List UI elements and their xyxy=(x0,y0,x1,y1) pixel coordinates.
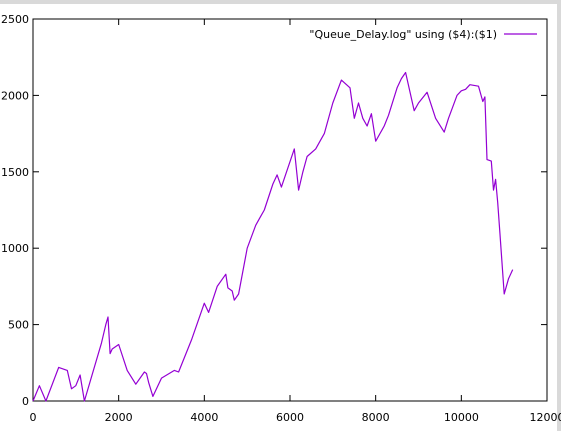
y-tick-label: 500 xyxy=(8,319,29,332)
series-line xyxy=(32,71,514,402)
y-axis-ticks: 0 500 1000 1500 2000 2500 xyxy=(1,13,547,408)
x-tick-label: 12000 xyxy=(530,411,561,424)
y-tick-label: 2500 xyxy=(1,13,29,26)
x-tick-label: 8000 xyxy=(362,411,390,424)
x-tick-label: 2000 xyxy=(105,411,133,424)
legend: "Queue_Delay.log" using ($4):($1) xyxy=(309,28,537,41)
window-top-border xyxy=(0,0,561,4)
x-axis-ticks: 0 2000 4000 6000 8000 10000 12000 xyxy=(30,19,561,424)
x-tick-label: 0 xyxy=(30,411,37,424)
x-tick-label: 10000 xyxy=(444,411,479,424)
y-tick-label: 2000 xyxy=(1,89,29,102)
window-right-border xyxy=(557,0,561,431)
y-tick-label: 1000 xyxy=(1,242,29,255)
y-tick-label: 0 xyxy=(22,395,29,408)
series-layer xyxy=(32,71,514,402)
x-tick-label: 4000 xyxy=(190,411,218,424)
legend-entry-label: "Queue_Delay.log" using ($4):($1) xyxy=(309,28,497,41)
plot-border xyxy=(32,18,548,402)
x-tick-label: 6000 xyxy=(276,411,304,424)
y-tick-label: 1500 xyxy=(1,166,29,179)
